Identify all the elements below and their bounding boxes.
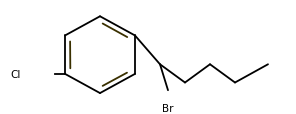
Text: Cl: Cl xyxy=(10,69,20,79)
Text: Br: Br xyxy=(162,103,174,113)
